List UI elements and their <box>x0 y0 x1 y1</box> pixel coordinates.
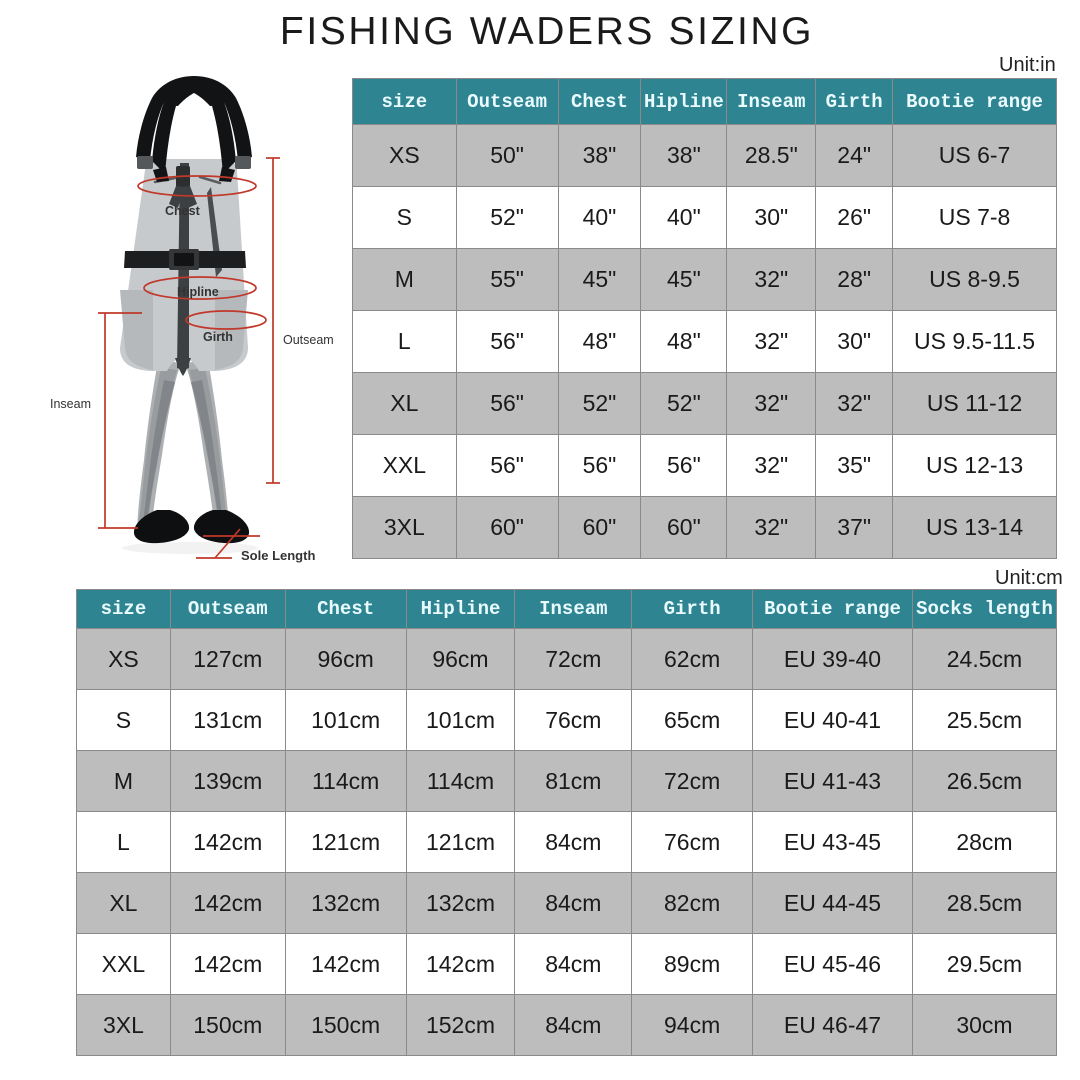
svg-text:Girth: Girth <box>203 330 233 344</box>
svg-text:Hipline: Hipline <box>177 285 219 299</box>
svg-text:Sole Length: Sole Length <box>241 548 315 563</box>
svg-text:Inseam: Inseam <box>50 397 91 411</box>
svg-text:Outseam: Outseam <box>283 333 334 347</box>
svg-text:Chest: Chest <box>165 204 201 218</box>
